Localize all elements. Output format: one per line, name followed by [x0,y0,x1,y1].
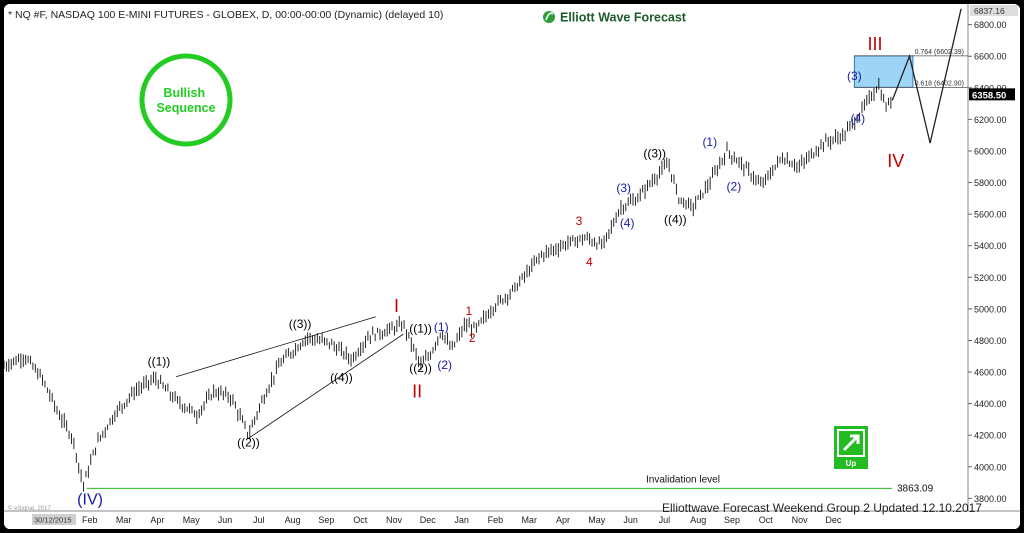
top-price-label: 6837.16 [974,6,1005,16]
y-tick-label: 4400.00 [974,399,1007,409]
x-tick-label: Nov [386,515,403,525]
x-tick-label: Dec [825,515,842,525]
watermark: © eSignal, 2017 [8,505,51,512]
x-tick-label: Mar [521,515,537,525]
x-tick-label: Nov [792,515,809,525]
brand-name: Elliott Wave Forecast [560,11,687,25]
y-tick-label: 4000.00 [974,462,1007,472]
x-tick-label: Jun [623,515,638,525]
chart-frame: * NQ #F, NASDAQ 100 E-MINI FUTURES - GLO… [4,4,1020,529]
x-tick-label: Apr [556,515,570,525]
badge-text: Bullish Sequence [156,86,215,115]
wave-label: III [868,34,883,54]
wave-label: IV [887,151,904,171]
y-tick-label: 6000.00 [974,146,1007,156]
invalidation-value: 3863.09 [897,483,934,494]
y-tick-label: 5000.00 [974,304,1007,314]
wave-label: (3) [847,69,862,83]
wave-label: ((4)) [330,371,353,385]
x-tick-label: Feb [488,515,504,525]
y-tick-label: 3800.00 [974,494,1007,504]
up-icon-label: Up [846,459,857,468]
y-tick-label: 6800.00 [974,20,1007,30]
chart-title: * NQ #F, NASDAQ 100 E-MINI FUTURES - GLO… [8,9,443,21]
wave-label: (2) [437,358,452,372]
projection-path [891,8,962,144]
x-tick-label: Oct [353,515,368,525]
x-tick-label: Jan [454,515,469,525]
wave-label: (1) [434,320,449,334]
fib-level-label: 0.764 (6602.39) [915,49,964,56]
wave-label: ((1)) [409,322,432,336]
wave-label: I [394,296,399,316]
wave-label: 4 [586,255,593,269]
wave-label: (3) [616,181,631,195]
x-tick-label: Aug [690,515,706,525]
x-tick-label: Mar [116,515,132,525]
wave-label: II [412,381,422,401]
y-tick-label: 5200.00 [974,273,1007,283]
y-tick-label: 6600.00 [974,52,1007,62]
current-price-label: 6358.50 [972,90,1006,101]
y-tick-label: 4200.00 [974,431,1007,441]
fib-level-label: 0.618 (6402.90) [915,80,964,87]
y-tick-label: 5600.00 [974,210,1007,220]
y-tick-label: 5400.00 [974,241,1007,251]
x-tick-label: Aug [285,515,301,525]
x-date-tag [32,514,76,525]
current-price-tag [969,88,1015,101]
y-tick-label: 5800.00 [974,178,1007,188]
x-tick-label: Apr [150,515,164,525]
wave-label: ((4)) [664,213,687,227]
trendline [248,333,404,439]
brand-logo: Elliott Wave Forecast [543,11,687,25]
x-tick-label: Sep [724,515,740,525]
wave-label: ((2)) [237,435,260,449]
x-tick-label: Feb [82,515,98,525]
x-tick-label: Jun [218,515,233,525]
invalidation-label: Invalidation level [646,474,720,485]
x-tick-label: Jul [659,515,671,525]
wave-label: ((3)) [643,146,666,160]
wave-label: (IV) [77,492,103,509]
footer-note: Elliottwave Forecast Weekend Group 2 Upd… [662,501,982,515]
wave-label: (4) [620,216,635,230]
wave-label: ((2)) [409,361,432,375]
x-tick-label: Sep [318,515,334,525]
wave-label: (1) [702,135,717,149]
x-tick-label: Oct [759,515,774,525]
wave-label: ((1)) [148,355,171,369]
wave-label: ((3)) [289,317,312,331]
y-tick-label: 6400.00 [974,83,1007,93]
wave-label: 2 [469,331,476,345]
y-tick-label: 4800.00 [974,336,1007,346]
wave-label: 3 [576,214,583,228]
top-price-tag [970,5,1018,16]
x-tick-label: 30/12/2015 [34,516,72,525]
y-tick-label: 4600.00 [974,368,1007,378]
price-chart: * NQ #F, NASDAQ 100 E-MINI FUTURES - GLO… [4,4,1020,529]
wave-label: (4) [850,112,865,126]
y-tick-label: 6200.00 [974,115,1007,125]
bullish-sequence-badge: Bullish Sequence [139,53,233,147]
x-tick-label: May [588,515,606,525]
wave-label: 1 [465,304,472,318]
x-tick-label: Dec [420,515,437,525]
x-tick-label: May [183,515,201,525]
x-tick-label: Jul [253,515,265,525]
up-arrow-icon: Up [834,426,868,469]
trendline [176,316,376,378]
wave-label: (2) [727,179,742,193]
